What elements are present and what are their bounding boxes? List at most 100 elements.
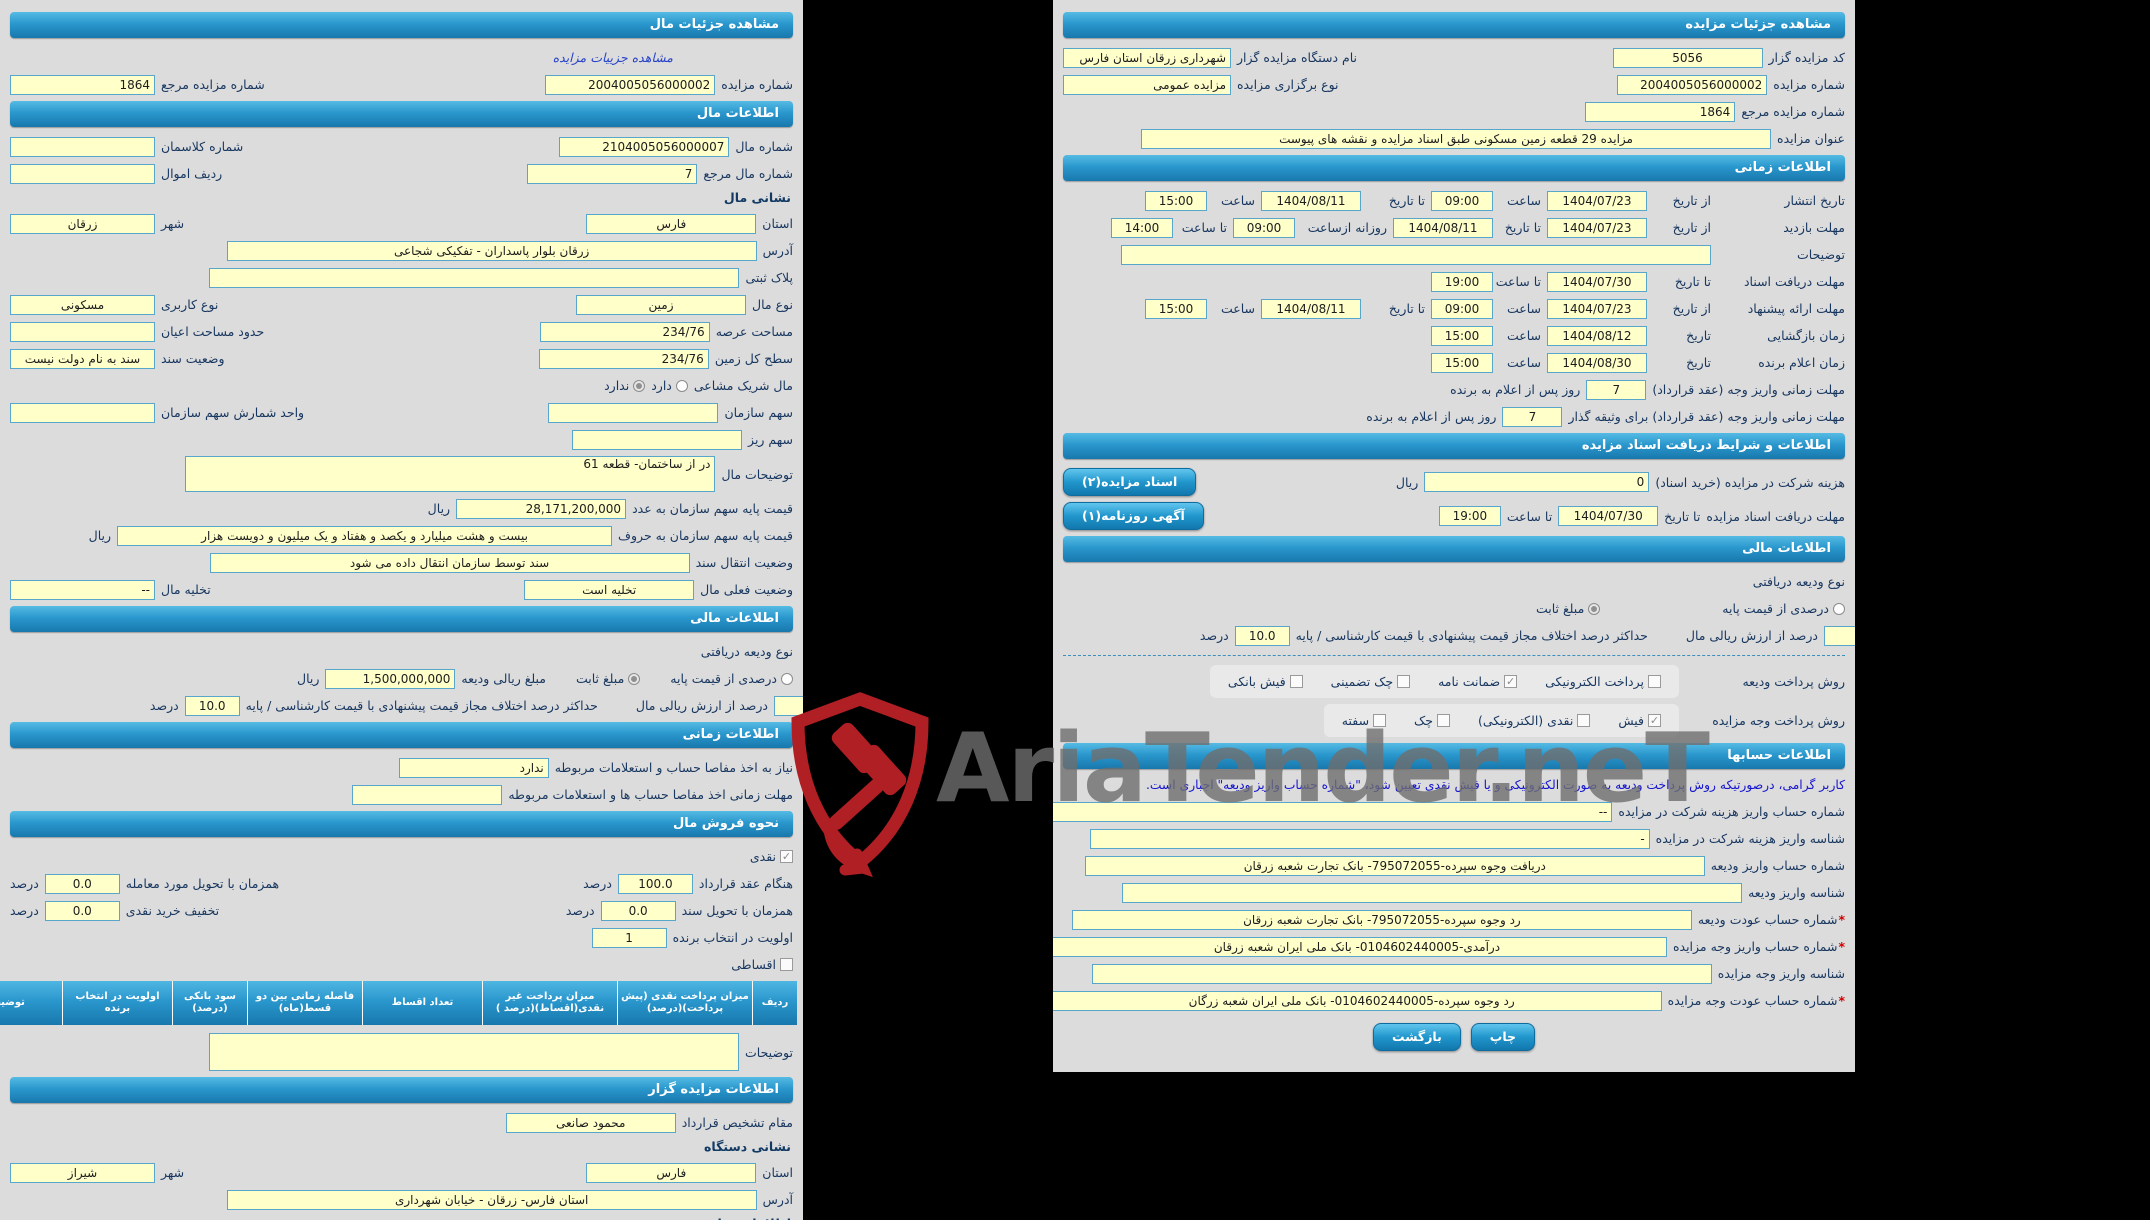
deposit-amount-input[interactable]: 1,500,000,000 xyxy=(325,668,456,689)
publish-to-date-input[interactable]: 1404/08/11 xyxy=(1261,190,1361,211)
org-address-input[interactable]: استان فارس- زرقان - خیابان شهرداری xyxy=(226,1189,757,1210)
payment-id-input[interactable] xyxy=(1091,963,1712,984)
contract-authority-input[interactable]: محمود صانعی xyxy=(505,1112,676,1133)
publish-to-time-input[interactable]: 15:00 xyxy=(1145,190,1207,211)
proposal-from-date-input[interactable]: 1404/07/23 xyxy=(1547,298,1647,319)
docs-deadline-time-input[interactable]: 19:00 xyxy=(1431,271,1493,292)
promissory-note-checkbox[interactable] xyxy=(1373,714,1387,727)
visit-from-date-input[interactable]: 1404/07/23 xyxy=(1547,217,1647,238)
amval-row-input[interactable] xyxy=(10,163,155,184)
clearance-needed-input[interactable]: ندارد xyxy=(398,757,549,778)
evacuation-input[interactable]: -- xyxy=(10,579,155,600)
share-detail-input[interactable] xyxy=(572,429,743,450)
guarantee-letter-checkbox[interactable]: ✓ xyxy=(1504,675,1518,688)
publish-from-time-input[interactable]: 09:00 xyxy=(1431,190,1493,211)
installment-sale-checkbox[interactable] xyxy=(780,958,793,971)
max-diff-percent-input[interactable]: 10.0 xyxy=(1234,625,1290,646)
auction-type-input[interactable]: مزایده عمومی xyxy=(1063,74,1231,95)
land-area-input[interactable]: 234/76 xyxy=(539,321,710,342)
deposit-return-account-input[interactable]: رد وجوه سپرده-795072055- بانک تجارت شعبه… xyxy=(1071,909,1692,930)
fixed-amount-radio[interactable] xyxy=(1588,602,1601,615)
deed-status-input[interactable]: سند به نام دولت نیست xyxy=(10,348,155,369)
publish-from-date-input[interactable]: 1404/07/23 xyxy=(1547,190,1647,211)
deposit-account-input[interactable]: دریافت وجوه سپرده-795072055- بانک تجارت … xyxy=(1084,855,1705,876)
payment-days-input[interactable]: 7 xyxy=(1586,379,1647,400)
docs-deadline-date-input[interactable]: 1404/07/30 xyxy=(1547,271,1647,292)
visit-to-time-input[interactable]: 14:00 xyxy=(1111,217,1173,238)
slip-checkbox[interactable]: ✓ xyxy=(1648,714,1661,727)
time-notes-input[interactable] xyxy=(1121,244,1711,265)
mal-city-input[interactable]: زرقان xyxy=(10,213,155,234)
fee-account-input[interactable]: -- xyxy=(1053,801,1613,822)
proposal-to-date-input[interactable]: 1404/08/11 xyxy=(1261,298,1361,319)
org-name-input[interactable]: شهرداری زرقان استان فارس xyxy=(1063,47,1231,68)
visit-to-date-input[interactable]: 1404/08/11 xyxy=(1393,217,1493,238)
percent-value-input[interactable] xyxy=(1824,625,1855,646)
payment-return-account-input[interactable]: رد وجوه سپرده-0104602440005- بانک ملی ای… xyxy=(1053,990,1662,1011)
docs-get-date-input[interactable]: 1404/07/30 xyxy=(1558,506,1659,526)
has-partner-radio[interactable] xyxy=(675,379,688,392)
auction-title-input[interactable]: مزایده 29 قطعه زمین مسکونی طبق اسناد مزا… xyxy=(1141,128,1772,149)
clearance-deadline-input[interactable] xyxy=(352,784,503,805)
cash-discount-percent-input[interactable]: 0.0 xyxy=(44,900,120,921)
back-button[interactable]: بازگشت xyxy=(1372,1023,1461,1051)
percent-of-base-radio[interactable] xyxy=(781,672,793,685)
visit-from-time-input[interactable]: 09:00 xyxy=(1233,217,1295,238)
guarantor-payment-days-input[interactable]: 7 xyxy=(1502,406,1563,427)
auction-number-input[interactable]: 2004005056000002 xyxy=(545,74,716,95)
deed-transfer-input[interactable]: سند توسط سازمان انتقال داده می شود xyxy=(209,552,690,573)
percent-value-input[interactable] xyxy=(774,695,803,716)
auction-details-link[interactable]: مشاهده جزییات مزایده xyxy=(552,50,673,65)
bank-slip-checkbox[interactable] xyxy=(1289,675,1303,688)
base-price-words-input[interactable]: بیست و هشت میلیارد و یکصد و هفتاد و یک م… xyxy=(117,525,613,546)
docs-get-time-input[interactable]: 19:00 xyxy=(1438,506,1501,526)
mal-address-input[interactable]: زرقان بلوار پاسداران - تفکیکی شجاعی xyxy=(226,240,757,261)
fee-id-input[interactable]: - xyxy=(1089,828,1650,849)
org-share-input[interactable] xyxy=(548,402,719,423)
docs-fee-input[interactable]: 0 xyxy=(1424,472,1650,492)
mal-number-input[interactable]: 2104005056000007 xyxy=(559,136,730,157)
opening-time-input[interactable]: 15:00 xyxy=(1431,325,1493,346)
cash-sale-checkbox[interactable]: ✓ xyxy=(780,850,793,863)
classman-number-input[interactable] xyxy=(10,136,155,157)
max-diff-percent-input[interactable]: 10.0 xyxy=(184,695,240,716)
auction-ref-number-input[interactable]: 1864 xyxy=(10,74,155,95)
ayan-area-input[interactable] xyxy=(10,321,155,342)
print-button[interactable]: چاپ xyxy=(1470,1023,1536,1051)
bidder-code-input[interactable]: 5056 xyxy=(1612,47,1763,68)
mal-province-input[interactable]: فارس xyxy=(586,213,757,234)
mal-ref-number-input[interactable]: 7 xyxy=(527,163,698,184)
winner-priority-input[interactable]: 1 xyxy=(591,927,667,948)
opening-date-input[interactable]: 1404/08/12 xyxy=(1547,325,1647,346)
org-province-input[interactable]: فارس xyxy=(586,1162,757,1183)
total-land-input[interactable]: 234/76 xyxy=(538,348,709,369)
auction-number-input[interactable]: 2004005056000002 xyxy=(1617,74,1768,95)
fixed-amount-radio[interactable] xyxy=(628,672,641,685)
registry-plate-input[interactable] xyxy=(209,267,740,288)
installment-notes-input[interactable] xyxy=(209,1033,740,1071)
check-checkbox[interactable] xyxy=(1436,714,1450,727)
contract-signing-percent-input[interactable]: 100.0 xyxy=(617,873,693,894)
cash-electronic-checkbox[interactable] xyxy=(1577,714,1591,727)
percent-of-base-radio[interactable] xyxy=(1833,602,1845,615)
no-partner-radio[interactable] xyxy=(633,379,646,392)
electronic-payment-checkbox[interactable] xyxy=(1648,675,1661,688)
auction-ref-number-input[interactable]: 1864 xyxy=(1585,101,1736,122)
delivery-percent-input[interactable]: 0.0 xyxy=(44,873,120,894)
proposal-to-time-input[interactable]: 15:00 xyxy=(1145,298,1207,319)
share-unit-input[interactable] xyxy=(10,402,155,423)
mal-notes-input[interactable]: در از ساختمان- قطعه 61 xyxy=(185,456,716,492)
base-price-number-input[interactable]: 28,171,200,000 xyxy=(456,498,627,519)
payment-account-input[interactable]: درآمدی-0104602440005- بانک ملی ایران شعب… xyxy=(1053,936,1667,957)
current-status-input[interactable]: تخلیه است xyxy=(524,579,695,600)
usage-type-input[interactable]: مسکونی xyxy=(10,294,155,315)
auction-docs-button[interactable]: اسناد مزایده(۲) xyxy=(1063,468,1197,496)
org-city-input[interactable]: شیراز xyxy=(10,1162,155,1183)
deposit-id-input[interactable] xyxy=(1122,882,1743,903)
deed-delivery-percent-input[interactable]: 0.0 xyxy=(600,900,676,921)
mal-type-input[interactable]: زمین xyxy=(576,294,747,315)
newspaper-ad-button[interactable]: آگهی روزنامه(۱) xyxy=(1063,502,1204,530)
winner-announce-date-input[interactable]: 1404/08/30 xyxy=(1547,352,1647,373)
proposal-from-time-input[interactable]: 09:00 xyxy=(1431,298,1493,319)
certified-check-checkbox[interactable] xyxy=(1397,675,1411,688)
